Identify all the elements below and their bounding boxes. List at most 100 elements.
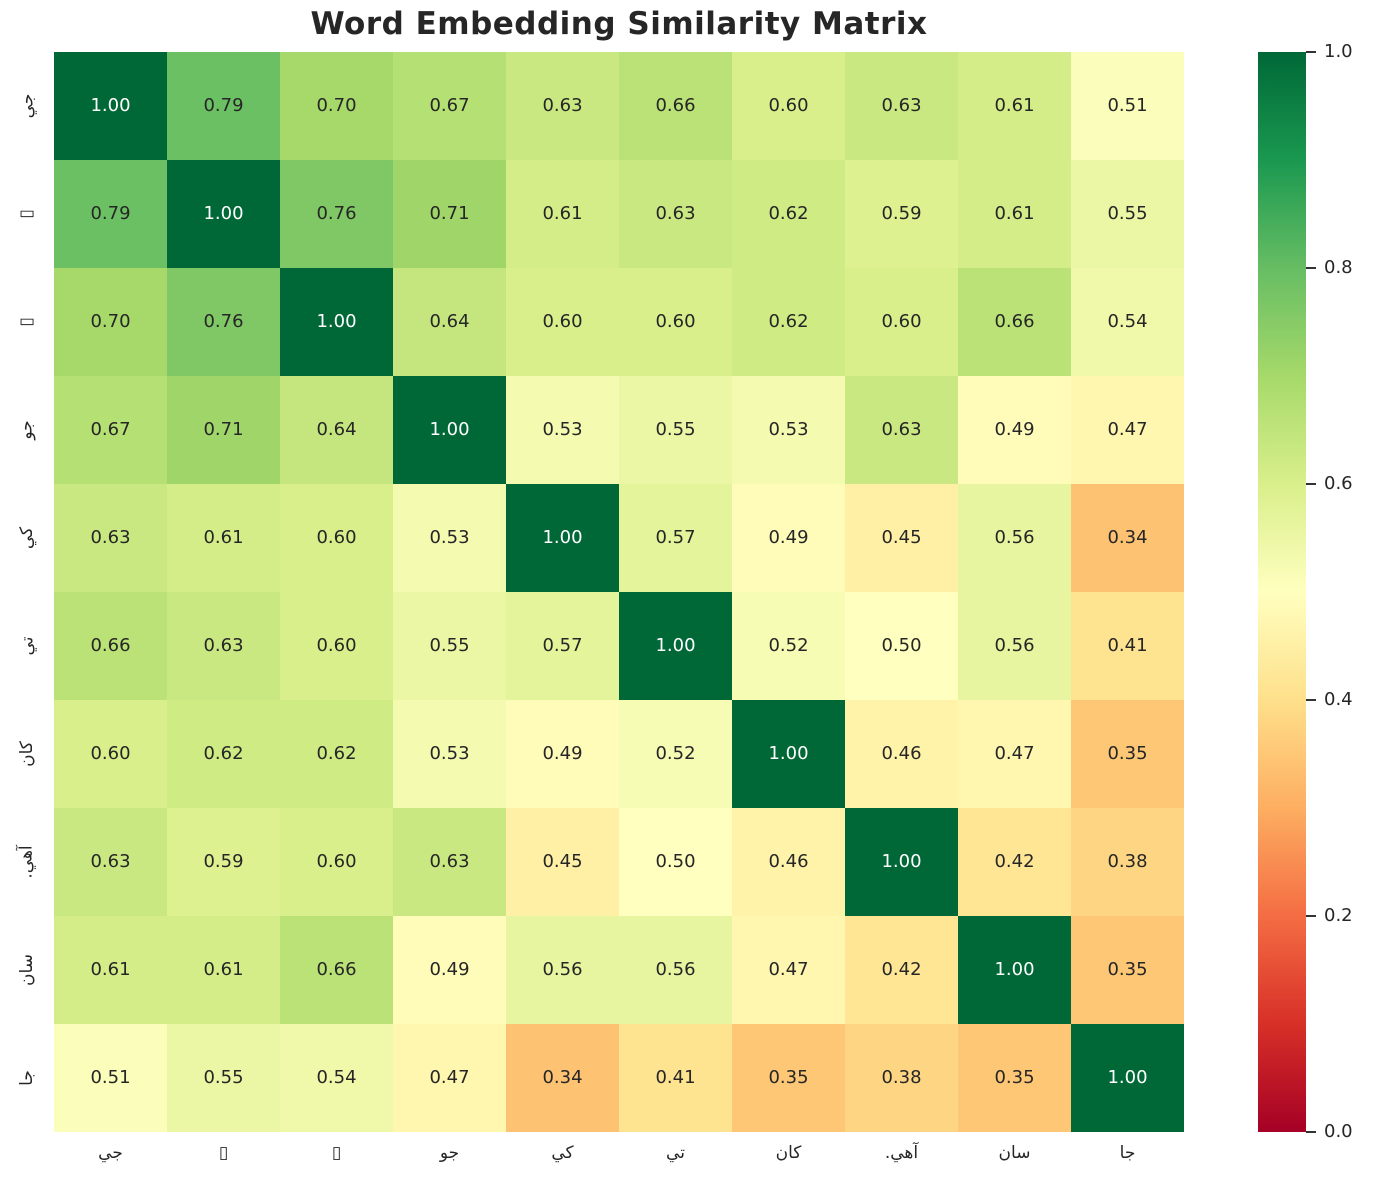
heatmap-cell: 0.61 — [167, 916, 280, 1024]
heatmap-cell: 0.52 — [619, 700, 732, 808]
y-axis: جي ▯ ▯ جو كي تي كان آهي. سان جا — [0, 52, 54, 1132]
y-tick-label: ▯ — [16, 317, 37, 327]
y-tick-label: كي — [16, 526, 37, 550]
chart-title: Word Embedding Similarity Matrix — [310, 6, 928, 42]
heatmap-cell: 0.38 — [1071, 808, 1184, 916]
heatmap-cell: 0.63 — [845, 52, 958, 160]
heatmap-cell: 0.55 — [1071, 160, 1184, 268]
heatmap-cell: 0.45 — [845, 484, 958, 592]
heatmap-cell: 0.63 — [393, 808, 506, 916]
heatmap-cell: 0.64 — [393, 268, 506, 376]
x-axis: جي ▯ ▯ جو كي تي كان آهي. سان جا — [54, 1132, 1184, 1186]
x-tick-label: آهي. — [884, 1143, 919, 1163]
heatmap-cell: 0.50 — [845, 592, 958, 700]
y-tick-label: سان — [16, 954, 37, 986]
heatmap-cell: 0.61 — [958, 160, 1071, 268]
colorbar-tick-label: 0.0 — [1324, 1121, 1353, 1142]
heatmap-cell: 0.76 — [167, 268, 280, 376]
heatmap-cell: 0.55 — [393, 592, 506, 700]
heatmap-cell: 0.64 — [280, 376, 393, 484]
heatmap-cell: 0.41 — [1071, 592, 1184, 700]
y-tick-label: تي — [17, 636, 37, 656]
heatmap-cell: 0.66 — [958, 268, 1071, 376]
y-tick-label: جي — [17, 93, 37, 119]
colorbar-tick-label: 1.0 — [1324, 41, 1353, 62]
heatmap-cell: 0.61 — [506, 160, 619, 268]
heatmap-cell: 0.47 — [732, 916, 845, 1024]
heatmap-cell: 0.54 — [280, 1024, 393, 1132]
colorbar-tick-label: 0.4 — [1324, 689, 1353, 710]
y-tick-label: كان — [16, 741, 37, 767]
heatmap-cell: 1.00 — [732, 700, 845, 808]
heatmap-cell: 0.56 — [958, 484, 1071, 592]
heatmap-cell: 0.45 — [506, 808, 619, 916]
heatmap-cell: 0.35 — [1071, 916, 1184, 1024]
heatmap-cell: 0.60 — [54, 700, 167, 808]
heatmap-cell: 0.49 — [506, 700, 619, 808]
heatmap-cell: 0.63 — [54, 484, 167, 592]
heatmap-cell: 0.63 — [845, 376, 958, 484]
colorbar-tick-label: 0.8 — [1324, 257, 1353, 278]
heatmap-cell: 0.60 — [280, 484, 393, 592]
heatmap-cell: 1.00 — [619, 592, 732, 700]
heatmap-cell: 0.60 — [280, 592, 393, 700]
heatmap-cell: 0.60 — [732, 52, 845, 160]
heatmap-cell: 0.63 — [619, 160, 732, 268]
heatmap-cell: 0.47 — [1071, 376, 1184, 484]
heatmap-cell: 0.49 — [732, 484, 845, 592]
heatmap-cell: 0.66 — [280, 916, 393, 1024]
colorbar-tick-label: 0.6 — [1324, 473, 1353, 494]
heatmap-cell: 0.60 — [506, 268, 619, 376]
y-tick-label: ▯ — [16, 209, 37, 219]
heatmap-cell: 0.41 — [619, 1024, 732, 1132]
heatmap-cell: 0.53 — [732, 376, 845, 484]
heatmap-cell: 0.55 — [167, 1024, 280, 1132]
colorbar-tick — [1306, 699, 1316, 701]
heatmap-cell: 0.49 — [958, 376, 1071, 484]
heatmap-cell: 0.59 — [167, 808, 280, 916]
heatmap-cell: 0.71 — [393, 160, 506, 268]
heatmap-cell: 0.66 — [619, 52, 732, 160]
heatmap-cell: 0.52 — [732, 592, 845, 700]
heatmap-cell: 0.35 — [732, 1024, 845, 1132]
heatmap-cell: 1.00 — [845, 808, 958, 916]
heatmap-cell: 0.60 — [619, 268, 732, 376]
heatmap-cell: 0.42 — [958, 808, 1071, 916]
colorbar-tick — [1306, 915, 1316, 917]
x-tick-label: تي — [666, 1143, 685, 1163]
heatmap-cell: 0.60 — [280, 808, 393, 916]
heatmap-cell: 0.56 — [506, 916, 619, 1024]
heatmap-cell: 0.51 — [54, 1024, 167, 1132]
heatmap-cell: 1.00 — [506, 484, 619, 592]
colorbar-tick-label: 0.2 — [1324, 905, 1353, 926]
heatmap-cell: 0.56 — [958, 592, 1071, 700]
heatmap-cell: 0.60 — [845, 268, 958, 376]
y-tick-label: آهي. — [16, 845, 37, 879]
x-tick-label: جا — [1119, 1143, 1136, 1163]
colorbar-tick — [1306, 483, 1316, 485]
x-tick-label: كي — [551, 1143, 574, 1163]
heatmap-cell: 0.63 — [506, 52, 619, 160]
heatmap-cell: 0.42 — [845, 916, 958, 1024]
x-tick-label: جو — [439, 1143, 460, 1163]
heatmap-cell: 0.35 — [1071, 700, 1184, 808]
heatmap-cell: 0.38 — [845, 1024, 958, 1132]
heatmap-cell: 0.61 — [167, 484, 280, 592]
heatmap-cell: 1.00 — [280, 268, 393, 376]
heatmap-cell: 0.62 — [280, 700, 393, 808]
heatmap-cell: 0.79 — [167, 52, 280, 160]
heatmap-cell: 1.00 — [958, 916, 1071, 1024]
heatmap-cell: 0.76 — [280, 160, 393, 268]
heatmap-cell: 0.46 — [732, 808, 845, 916]
heatmap-cell: 0.57 — [506, 592, 619, 700]
heatmap-cell: 0.61 — [54, 916, 167, 1024]
colorbar-tick — [1306, 1131, 1316, 1133]
x-tick-label: ▯ — [331, 1143, 342, 1163]
x-tick-label: ▯ — [218, 1143, 229, 1163]
heatmap-cell: 0.49 — [393, 916, 506, 1024]
heatmap-cell: 0.70 — [54, 268, 167, 376]
heatmap-cell: 0.63 — [54, 808, 167, 916]
heatmap-cell: 0.53 — [506, 376, 619, 484]
heatmap-cell: 0.66 — [54, 592, 167, 700]
